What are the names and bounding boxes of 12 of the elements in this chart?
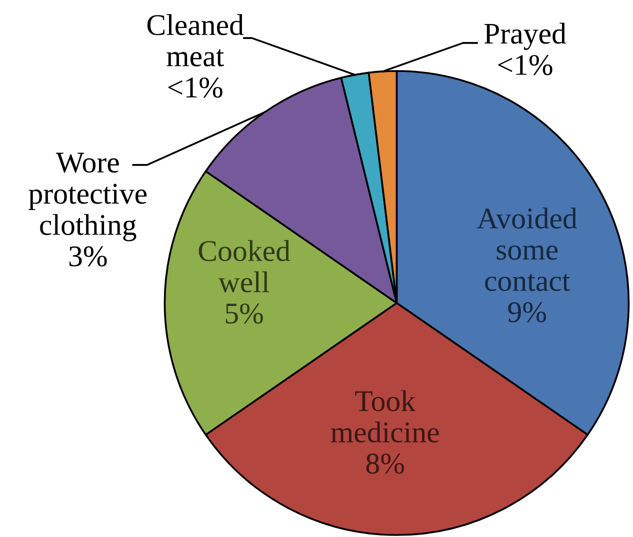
slice-label: Prayed [484,22,566,50]
data-label: 5% [226,303,263,324]
slice-label: Cooked well [198,240,290,292]
data-label: 9% [508,302,546,322]
data-label: 3% [69,246,107,267]
slice-label: Took medicine [331,390,439,442]
slice-label: Cleaned meat [147,14,244,66]
slice-label: Avoided some contact [477,208,578,292]
data-label: <1% [498,54,552,76]
data-label: <1% [168,77,222,98]
slice-label: Wore protective clothing [28,152,147,242]
data-label: 8% [366,454,404,474]
